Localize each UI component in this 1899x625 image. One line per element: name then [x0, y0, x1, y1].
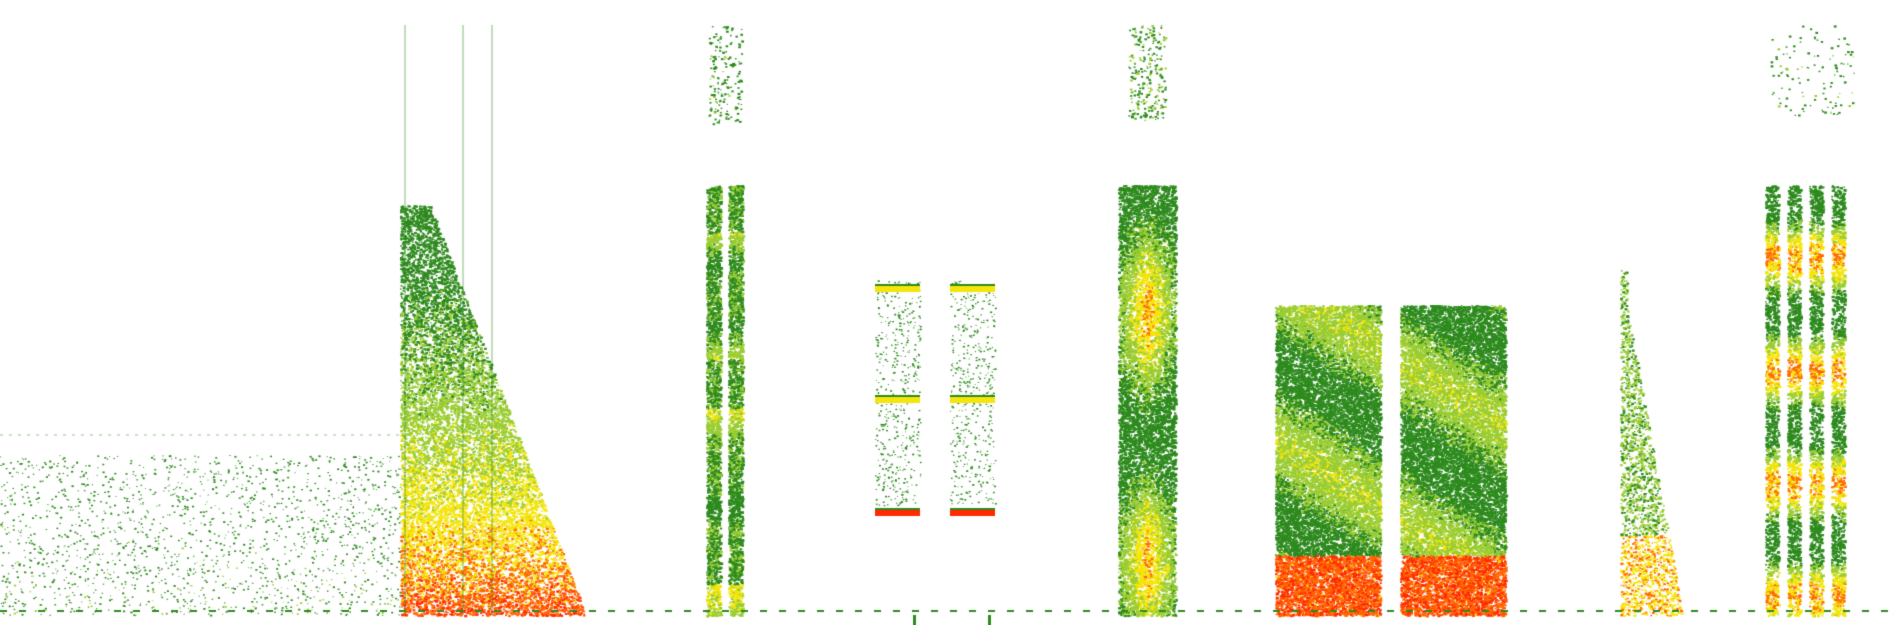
spectrogram-canvas: [0, 0, 1899, 625]
